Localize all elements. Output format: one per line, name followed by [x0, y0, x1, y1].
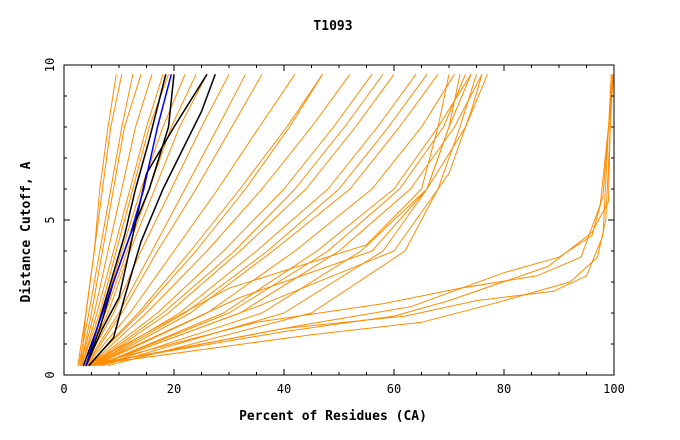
series-line-17	[96, 74, 472, 367]
series-line-32	[96, 74, 483, 367]
series-line-29	[107, 74, 477, 367]
series-line-25	[90, 74, 384, 367]
series-line-3	[80, 74, 153, 366]
series-line-1	[78, 74, 134, 366]
series-line-31	[91, 74, 472, 367]
series-line-21	[81, 74, 164, 366]
x-axis-label: Percent of Residues (CA)	[239, 409, 427, 424]
series-line-19	[99, 74, 488, 367]
series-line-27	[96, 74, 466, 367]
series-line-6	[82, 74, 208, 366]
y-axis-label: Distance Cutoff, A	[19, 161, 34, 302]
tick-layer: 0 20 40 60 80 100 0 5 10	[43, 58, 625, 396]
series-line-26	[92, 74, 428, 367]
series-layer	[77, 73, 615, 367]
series-line-16	[94, 74, 455, 367]
x-tick-label: 80	[497, 382, 511, 396]
series-line-14	[91, 74, 417, 367]
series-line-28	[102, 74, 461, 367]
series-line-33	[83, 74, 612, 367]
series-line-23	[84, 74, 246, 366]
series-line-9	[85, 74, 296, 367]
series-line-7	[83, 74, 230, 366]
y-tick-label: 10	[43, 58, 57, 72]
series-line-40	[85, 73, 208, 367]
series-line-10	[86, 74, 323, 367]
series-line-37	[88, 74, 614, 367]
series-line-34	[84, 74, 614, 367]
series-line-13	[91, 74, 395, 367]
series-line-12	[88, 74, 373, 367]
x-tick-label: 20	[167, 382, 181, 396]
x-tick-label: 40	[277, 382, 291, 396]
y-tick-label: 5	[43, 216, 57, 223]
series-line-20	[80, 74, 117, 366]
series-line-24	[86, 74, 323, 367]
series-line-2	[80, 74, 142, 366]
x-tick-label: 60	[387, 382, 401, 396]
chart-title: T1093	[313, 19, 352, 34]
series-line-42	[85, 74, 173, 366]
x-tick-label: 100	[603, 382, 625, 396]
series-line-8	[85, 74, 263, 366]
series-line-30	[85, 74, 450, 367]
x-tick-label: 0	[60, 382, 67, 396]
series-line-36	[86, 74, 615, 367]
series-line-41	[88, 74, 217, 367]
series-line-11	[88, 74, 351, 367]
series-line-35	[85, 74, 612, 367]
series-line-4	[81, 74, 169, 366]
series-line-15	[94, 74, 439, 367]
y-tick-label: 0	[43, 371, 57, 378]
